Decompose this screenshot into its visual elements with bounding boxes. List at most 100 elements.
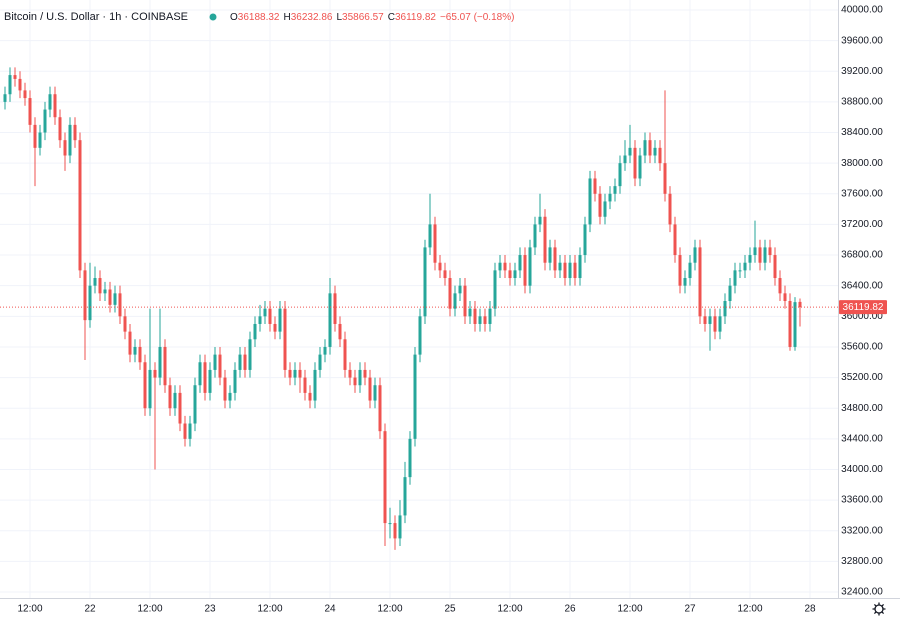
candle-body (403, 477, 407, 516)
candle-body (418, 316, 422, 355)
candle-body (563, 262, 567, 279)
candle-body (733, 270, 737, 286)
candle-body (28, 98, 32, 125)
candle-body (228, 392, 232, 401)
candle-body (78, 140, 82, 271)
y-tick-label: 34000.00 (841, 464, 883, 475)
candle-body (8, 75, 12, 95)
candle-body (278, 308, 282, 332)
candle-body (158, 346, 162, 378)
candle-body (628, 147, 632, 156)
y-tick-label: 33200.00 (841, 525, 883, 536)
candle-body (488, 308, 492, 324)
candle-body (128, 331, 132, 355)
settings-icon[interactable] (872, 602, 886, 616)
candle-body (668, 193, 672, 225)
candle-body (13, 75, 17, 79)
candle-body (273, 323, 277, 332)
candle-body (793, 302, 797, 347)
candle-body (263, 308, 267, 317)
candles (0, 67, 838, 550)
candle-body (523, 255, 527, 286)
candle-body (583, 224, 587, 256)
candle-body (23, 90, 27, 99)
candle-body (763, 247, 767, 263)
candle-body (293, 369, 297, 378)
candle-body (103, 289, 107, 294)
candle-body (253, 323, 257, 340)
candle-body (438, 262, 442, 271)
candle-body (588, 178, 592, 225)
gear-teeth[interactable] (872, 602, 886, 616)
candle-body (643, 140, 647, 156)
candle-body (148, 369, 152, 409)
candle-body (73, 124, 77, 141)
legend-label: H (284, 12, 291, 23)
candle-body (243, 354, 247, 370)
candle-body (248, 339, 252, 370)
candle-body (533, 224, 537, 248)
y-tick-label: 39600.00 (841, 35, 883, 46)
legend-label: O (230, 12, 238, 23)
candle-body (718, 316, 722, 332)
candle-body (308, 392, 312, 401)
y-tick-label: 40000.00 (841, 5, 883, 16)
candle-body (288, 369, 292, 378)
y-tick-label: 36800.00 (841, 250, 883, 261)
candle-body (603, 201, 607, 217)
candle-body (113, 293, 117, 305)
candle-body (43, 109, 47, 133)
candle-body (388, 523, 392, 525)
candle-body (363, 369, 367, 378)
y-tick-label: 36400.00 (841, 280, 883, 291)
candle-body (88, 285, 92, 321)
candle-body (758, 247, 762, 263)
candle-body (163, 346, 167, 386)
x-tick-label: 26 (564, 604, 576, 615)
x-tick-label: 27 (684, 604, 696, 615)
candle-body (378, 385, 382, 432)
candle-body (673, 224, 677, 256)
candle-body (658, 147, 662, 164)
candle-body (573, 262, 577, 279)
candle-body (328, 293, 332, 347)
y-tick-label: 38400.00 (841, 127, 883, 138)
x-tick-label: 24 (324, 604, 336, 615)
candle-body (213, 354, 217, 370)
candle-body (68, 124, 72, 156)
candle-body (63, 140, 67, 156)
candle-body (473, 308, 477, 324)
candle-body (623, 155, 627, 164)
candle-body (38, 132, 42, 148)
x-tick-label: 23 (204, 604, 216, 615)
candle-body (683, 278, 687, 286)
candle-body (318, 354, 322, 370)
y-tick-label: 37200.00 (841, 219, 883, 230)
legend-label: L (336, 12, 342, 23)
candle-body (373, 385, 377, 401)
candle-body (203, 362, 207, 393)
candle-body (138, 346, 142, 363)
candle-body (393, 523, 397, 539)
x-tick-label: 12:00 (17, 604, 42, 615)
candle-body (458, 285, 462, 294)
candle-body (548, 247, 552, 263)
candle-body (613, 186, 617, 194)
legend-label: C (388, 12, 395, 23)
y-tick-label: 33600.00 (841, 495, 883, 506)
legend-value: 35866.57 (342, 12, 384, 23)
candle-body (748, 255, 752, 263)
candle-body (123, 316, 127, 332)
candle-body (18, 78, 22, 91)
candle-body (118, 293, 122, 317)
candle-body (788, 301, 792, 347)
candle-body (708, 316, 712, 324)
candle-body (528, 247, 532, 286)
y-tick-label: 39200.00 (841, 66, 883, 77)
candle-body (323, 346, 327, 355)
candle-body (48, 94, 52, 110)
status-dot (209, 13, 217, 21)
x-tick-label: 12:00 (257, 604, 282, 615)
y-tick-label: 32400.00 (841, 587, 883, 598)
